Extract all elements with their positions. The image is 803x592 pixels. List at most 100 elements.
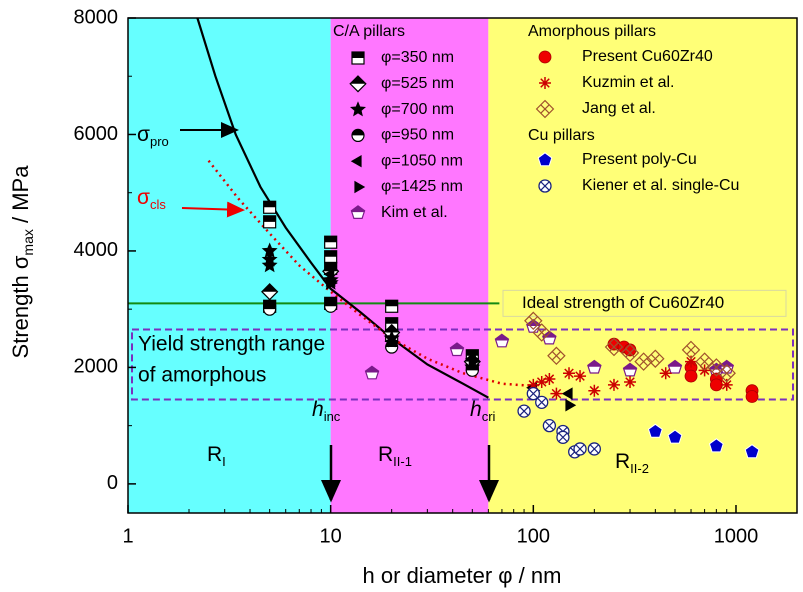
legend-marker [351, 128, 365, 142]
data-point [717, 363, 736, 383]
legend-marker [537, 152, 553, 167]
marker-shape [468, 355, 480, 368]
marker-cross [575, 444, 585, 454]
marker-shape [681, 340, 701, 360]
data-point [646, 349, 665, 368]
marker-fill [263, 201, 276, 208]
band-label: Yield strength range [138, 333, 325, 356]
data-point [624, 375, 637, 388]
legend-label: Present poly-Cu [582, 151, 697, 168]
marker-shape [647, 423, 663, 438]
marker-shape [561, 387, 573, 400]
annotation-main: R [615, 450, 630, 473]
annotation-main: σ [137, 123, 150, 146]
marker-shape [535, 99, 555, 119]
marker-shape [717, 363, 736, 383]
marker-fill [466, 349, 479, 356]
marker-fill [450, 343, 464, 350]
marker-cross [722, 368, 732, 378]
marker-shape [685, 355, 698, 368]
legend-marker [535, 99, 555, 119]
data-point [261, 257, 278, 273]
marker-fill [351, 205, 365, 213]
data-point [542, 418, 557, 433]
data-point [709, 378, 723, 392]
legend-label: Kiener et al. single-Cu [582, 177, 739, 194]
data-point [647, 423, 663, 438]
data-point [620, 343, 640, 363]
x-tick-label: 10 [320, 525, 342, 547]
data-point [524, 311, 543, 331]
legend-marker [538, 179, 552, 193]
annotation-sub: cls [150, 197, 166, 212]
legend-marker [538, 50, 552, 64]
annotation-main: h [470, 398, 482, 421]
marker-cross [558, 432, 568, 442]
marker-shape [720, 378, 733, 391]
marker-cross [711, 362, 721, 373]
curve [207, 159, 534, 388]
data-point [622, 362, 638, 377]
data-point [681, 340, 701, 360]
data-point [607, 378, 620, 391]
legend-label: φ=525 nm [381, 75, 454, 92]
legend-marker [351, 51, 365, 65]
marker-cross [519, 406, 529, 416]
x-axis-label: h or diameter φ / nm [363, 563, 562, 588]
marker-shape [539, 77, 551, 89]
data-point [659, 367, 672, 380]
marker-fill [668, 360, 682, 367]
data-point [449, 342, 465, 357]
marker-cross [551, 351, 562, 361]
data-point [385, 299, 399, 313]
annotation: RII-1 [378, 443, 412, 470]
marker-fill [324, 250, 337, 257]
data-point [527, 378, 540, 391]
marker-shape [524, 311, 543, 331]
legend-label: φ=1425 nm [381, 178, 463, 195]
marker-shape [327, 276, 338, 290]
marker-shape [350, 155, 362, 168]
marker-fill [261, 283, 278, 292]
plot: Ideal strength of Cu60Zr40 Yield strength… [128, 17, 794, 503]
data-point [550, 387, 563, 400]
data-point [263, 302, 277, 316]
data-point [587, 359, 602, 374]
marker-fill [365, 366, 379, 373]
marker-fill [352, 129, 364, 136]
marker-shape [261, 242, 278, 258]
annotation-main: h [312, 398, 324, 421]
annotation-sub: inc [324, 409, 341, 424]
x-tick-label: 100 [517, 525, 550, 547]
data-point [543, 373, 556, 386]
marker-fill [324, 236, 337, 243]
data-point [556, 430, 570, 444]
data-point [535, 375, 548, 388]
y-axis-label-part: / MPa [8, 165, 33, 229]
marker-fill [495, 334, 509, 341]
marker-cross [528, 316, 538, 326]
marker-fill [720, 360, 734, 367]
marker-fill [263, 215, 276, 222]
annotation-sub: I [222, 454, 226, 469]
data-point [263, 215, 277, 229]
marker-shape [547, 346, 566, 366]
legend-marker [350, 205, 366, 219]
data-point [685, 355, 698, 368]
legend-label: Jang et al. [582, 100, 656, 117]
band [131, 328, 794, 401]
legend-label: φ=950 nm [381, 127, 454, 144]
data-point [532, 323, 551, 342]
marker-cross [686, 345, 696, 355]
annotation-sub: pro [150, 134, 169, 149]
marker-cross [528, 388, 538, 399]
marker-fill [350, 76, 366, 84]
annotation: RI [207, 443, 226, 470]
marker-fill [322, 263, 339, 272]
marker-cross [540, 181, 550, 191]
data-point [547, 346, 566, 366]
data-point [588, 384, 601, 397]
marker-shape [388, 335, 399, 348]
data-point [517, 404, 531, 418]
